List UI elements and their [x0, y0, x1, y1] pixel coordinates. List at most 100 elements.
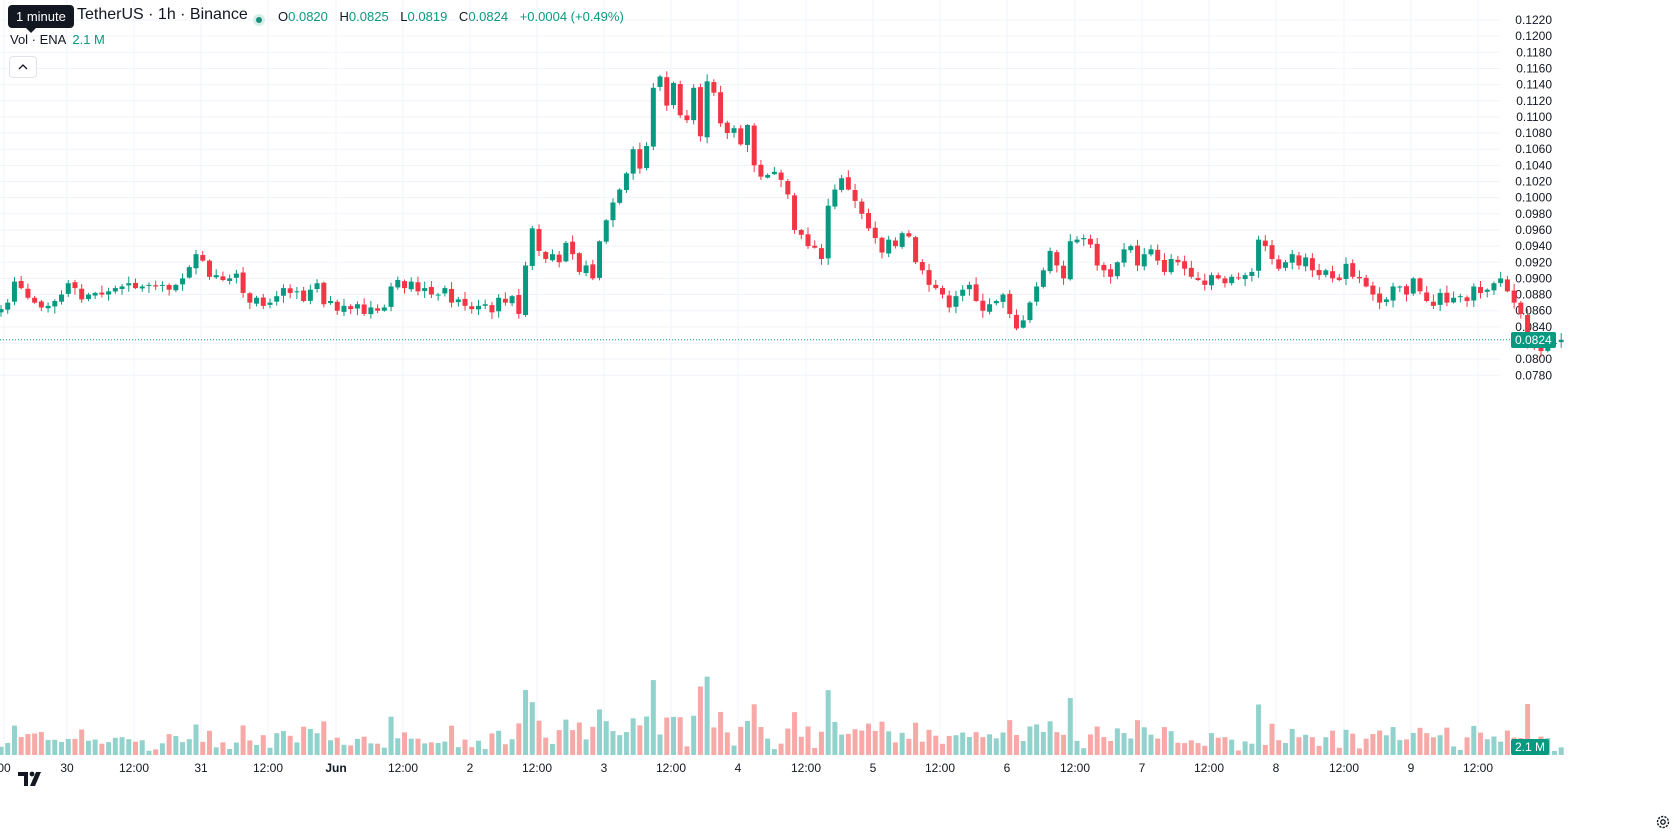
candle-body	[966, 284, 972, 290]
volume-bar	[980, 737, 986, 755]
volume-bar	[1067, 698, 1073, 755]
candle-body	[906, 233, 912, 237]
volume-bar	[1525, 704, 1531, 755]
volume-bar	[987, 734, 993, 755]
volume-bar	[11, 725, 17, 755]
volume-bar	[913, 722, 919, 755]
candle-body	[1222, 278, 1228, 284]
volume-bar	[946, 735, 952, 755]
volume-bar	[435, 742, 441, 755]
volume-bar	[1390, 727, 1396, 755]
candle-body	[1202, 280, 1208, 285]
candle-body	[1498, 278, 1504, 284]
candle-body	[220, 276, 226, 281]
volume-bar	[610, 731, 616, 755]
y-tick-label: 0.1020	[1515, 175, 1552, 189]
volume-bar	[1040, 731, 1046, 755]
y-tick-label: 0.1080	[1515, 126, 1552, 140]
market-status-icon[interactable]	[253, 14, 265, 26]
x-tick-label: 12:00	[253, 761, 283, 775]
symbol-title[interactable]: TetherUS · 1h · Binance	[77, 6, 248, 23]
x-tick-label: 12:00	[119, 761, 149, 775]
volume-bar	[623, 732, 629, 755]
candle-body	[65, 283, 71, 294]
volume-bar	[657, 734, 663, 755]
collapse-legend-button[interactable]	[9, 56, 37, 78]
volume-bar	[1309, 737, 1315, 755]
candle-body	[738, 128, 744, 145]
volume-bar	[1504, 730, 1510, 755]
volume-bar	[677, 717, 683, 755]
x-axis[interactable]: 00 30 12:00 31 12:00 Jun 12:00 2 12:00 3 12:00 4 12:…	[0, 761, 1493, 775]
volume-bar	[852, 729, 858, 755]
y-tick-label: 0.1140	[1516, 78, 1552, 92]
volume-legend[interactable]: Vol · ENA 2.1 M	[10, 32, 105, 47]
volume-bar	[1054, 732, 1060, 755]
volume-bar	[1558, 747, 1564, 755]
volume-bar	[966, 737, 972, 755]
candle-body	[1094, 243, 1100, 266]
y-tick-label: 0.1040	[1515, 158, 1552, 172]
candle-body	[166, 284, 172, 290]
candle-body	[946, 295, 952, 308]
y-axis[interactable]: 0.1220 0.1200 0.1180 0.1160 0.1140 0.1120 0.11…	[1515, 13, 1552, 382]
candle-body	[267, 302, 273, 305]
candle-body	[597, 241, 603, 278]
candle-body	[449, 288, 455, 303]
candle-body	[509, 296, 515, 304]
candle-body	[1269, 245, 1275, 260]
volume-bar	[839, 734, 845, 755]
volume-bar	[671, 716, 676, 755]
volume-bar	[1000, 732, 1006, 755]
candle-body	[812, 245, 818, 248]
candle-body	[657, 76, 663, 87]
volume-bar	[1108, 740, 1114, 755]
candle-body	[610, 202, 616, 221]
candle-body	[375, 308, 381, 311]
volume-bar	[1451, 746, 1457, 755]
candle-body	[960, 289, 966, 296]
gear-icon[interactable]	[1655, 814, 1671, 830]
volume-bar	[186, 739, 192, 755]
volume-bar	[395, 738, 401, 755]
last-volume-badge: 2.1 M	[1511, 739, 1550, 755]
candle-body	[590, 264, 596, 279]
candle-body	[1013, 314, 1019, 329]
candle-body	[361, 304, 367, 314]
tradingview-logo-icon[interactable]	[17, 769, 45, 789]
candle-body	[206, 260, 212, 277]
candle-body	[529, 228, 535, 266]
volume-bar	[79, 729, 85, 755]
candle-body	[32, 297, 38, 303]
volume-bar	[1087, 734, 1093, 755]
candle-body	[1242, 275, 1248, 280]
candle-body	[1525, 314, 1531, 347]
volume-bar	[180, 742, 186, 755]
volume-bar	[1027, 726, 1033, 755]
volume-bar	[845, 733, 851, 755]
volume-bar	[704, 676, 710, 755]
volume-bar	[354, 738, 360, 755]
candle-body	[744, 124, 750, 145]
volume-bar	[630, 718, 636, 755]
candle-body	[1256, 239, 1262, 271]
candle-body	[1040, 270, 1046, 287]
low-value: 0.0819	[407, 9, 448, 24]
volume-bar	[1363, 738, 1369, 755]
x-tick-label: 4	[735, 761, 742, 775]
candle-body	[1464, 297, 1470, 302]
volume-bar	[644, 716, 650, 755]
candle-body	[119, 286, 125, 289]
y-tick-label: 0.0940	[1515, 239, 1552, 253]
volume-bar	[422, 743, 428, 755]
candle-body	[543, 251, 549, 260]
candle-body	[1511, 290, 1517, 303]
change-value: +0.0004 (+0.49%)	[519, 9, 624, 24]
candle-body	[536, 229, 542, 251]
volume-bar	[173, 736, 179, 755]
candle-body	[1061, 265, 1067, 279]
candle-body	[18, 280, 24, 289]
volume-bar	[280, 731, 286, 755]
x-tick-label: 3	[601, 761, 608, 775]
